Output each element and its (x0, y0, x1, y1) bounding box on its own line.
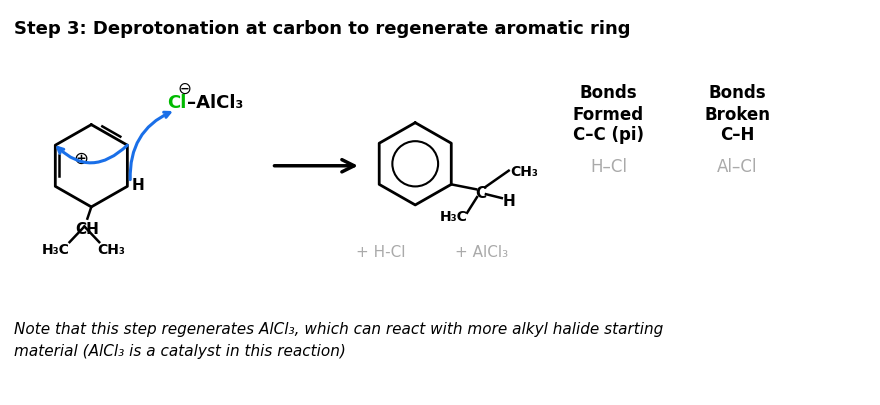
Text: + AlCl₃: + AlCl₃ (455, 245, 508, 260)
Text: H–Cl: H–Cl (590, 158, 627, 175)
Text: CH₃: CH₃ (97, 243, 125, 256)
Text: Note that this step regenerates AlCl₃, which can react with more alkyl halide st: Note that this step regenerates AlCl₃, w… (14, 321, 664, 358)
Text: Cl: Cl (167, 94, 187, 112)
Text: Al–Cl: Al–Cl (717, 158, 758, 175)
Text: ⊖: ⊖ (178, 79, 191, 97)
Text: + H-Cl: + H-Cl (356, 245, 406, 260)
Text: Bonds
Formed: Bonds Formed (573, 83, 644, 124)
Text: CH: CH (76, 221, 99, 236)
Text: –AlCl₃: –AlCl₃ (187, 94, 244, 112)
Text: C–H: C–H (720, 126, 754, 144)
Text: H: H (131, 177, 144, 192)
Text: Bonds
Broken: Bonds Broken (704, 83, 770, 124)
Text: CH₃: CH₃ (510, 164, 539, 178)
Text: H: H (502, 193, 516, 208)
Text: ⊕: ⊕ (74, 149, 89, 168)
Text: H₃C: H₃C (439, 209, 467, 223)
Text: H₃C: H₃C (41, 243, 70, 256)
Text: Step 3: Deprotonation at carbon to regenerate aromatic ring: Step 3: Deprotonation at carbon to regen… (14, 20, 631, 38)
Text: C–C (pi): C–C (pi) (573, 126, 644, 144)
Text: C: C (475, 185, 487, 200)
